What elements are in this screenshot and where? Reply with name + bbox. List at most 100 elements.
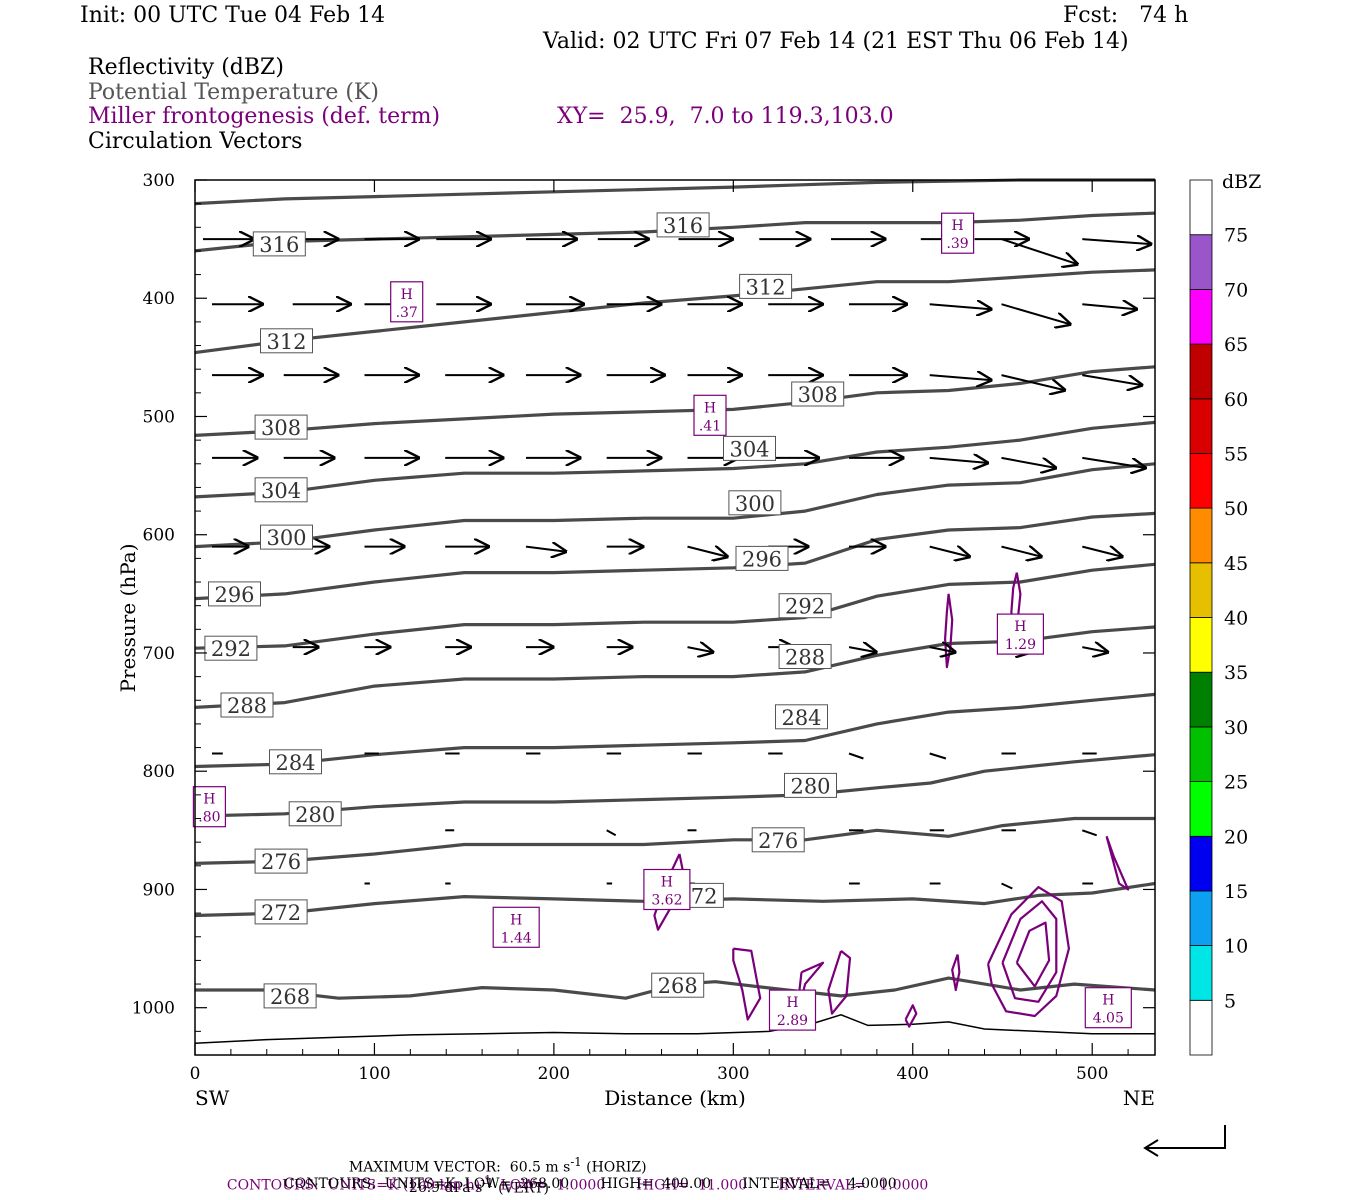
circulation-vector: [1001, 882, 1013, 890]
frontogenesis-contour: [1015, 921, 1051, 988]
theta-label-box: [778, 644, 832, 669]
theta-label-text: 268: [270, 985, 310, 1009]
frontogenesis-max-label: H: [401, 287, 413, 303]
colorbar-segment: [1189, 452, 1213, 509]
theta-label-text: 312: [266, 330, 306, 354]
frontogenesis-max-box: [1084, 987, 1132, 1029]
max-vector-label: MAXIMUM VECTOR: 60.5 m s-1 (HORIZ) 26.9 …: [348, 1155, 647, 1197]
frontogenesis-max-value: 3.62: [651, 893, 682, 909]
x-tick-label: 400: [897, 1064, 929, 1084]
scale-arrow: [1143, 1125, 1226, 1157]
colorbar-segment: [1189, 671, 1213, 728]
colorbar-tick-label: 45: [1224, 553, 1248, 575]
colorbar-tick-label: 75: [1224, 225, 1248, 247]
frontogenesis-max: H 2.89: [768, 989, 817, 1031]
circulation-vector: [1001, 456, 1056, 468]
colorbar-tick-label: 60: [1224, 389, 1248, 411]
colorbar-tick-label: 40: [1224, 608, 1248, 630]
frontogenesis-contour: [904, 1004, 918, 1028]
theta-label-text: 284: [275, 751, 315, 775]
theta-contour-296: [194, 511, 1156, 601]
dbz-colorbar: 5 10 15 20 25 30 35 40 45 50 55 60 65 70 75 dBZ: [1189, 171, 1261, 1056]
circulation-vector: [1001, 238, 1078, 264]
frontogenesis-max: H 4.05: [1084, 987, 1132, 1029]
frontogenesis-max-label: H: [951, 218, 963, 234]
circulation-vectors: [203, 238, 1151, 890]
theta-label-box: [269, 749, 322, 775]
colorbar-tick-label: 5: [1224, 990, 1236, 1012]
frontogenesis-max-label: H: [510, 912, 522, 928]
theta-label-308: 308: [254, 414, 308, 440]
theta-label-text: 272: [261, 901, 301, 925]
circulation-vector: [929, 547, 970, 557]
frontogenesis-contour: [951, 954, 961, 992]
theta-contour-labels: 3163163123123083083043043003002962962922…: [204, 212, 845, 1009]
frontogenesis-max-label: H: [786, 995, 798, 1011]
colorbar-tick-label: 35: [1224, 662, 1248, 684]
theta-label-276: 276: [751, 827, 805, 853]
circulation-vector: [929, 458, 988, 463]
y-axis-label: Pressure (hPa): [116, 544, 140, 693]
colorbar-tick-label: 65: [1224, 334, 1248, 356]
theta-label-text: 288: [227, 694, 267, 718]
theta-label-box: [728, 490, 782, 516]
theta-label-292: 292: [204, 635, 258, 661]
x-tick-label: 100: [358, 1064, 390, 1084]
terrain-profile: [194, 1014, 1155, 1044]
circulation-vector: [1081, 829, 1098, 837]
theta-label-276: 276: [254, 848, 308, 874]
theta-contour-312: [194, 268, 1156, 355]
theta-label-box: [204, 635, 258, 661]
frontogenesis-max: H 3.62: [643, 868, 691, 911]
frontogenesis-max-label: H: [1014, 619, 1026, 635]
colorbar-tick-label: 55: [1224, 443, 1248, 465]
frontogenesis-max: H .37: [390, 281, 424, 323]
colorbar-segment: [1189, 890, 1213, 947]
circulation-vector: [1001, 547, 1042, 557]
frontogenesis-max-label: H: [203, 792, 215, 808]
theta-contour-292: [194, 562, 1156, 650]
theta-label-284: 284: [775, 704, 828, 730]
theta-label-box: [288, 801, 342, 827]
frontogenesis-max-value: .41: [699, 418, 721, 434]
theta-contour-304: [194, 420, 1156, 499]
colorbar-tick-label: 30: [1224, 717, 1248, 739]
terrain-line: [194, 1014, 1155, 1044]
frontogenesis-max-box: [390, 281, 424, 323]
theta-label-text: 312: [746, 275, 786, 299]
theta-label-text: 300: [266, 526, 306, 550]
frontogenesis-max-value: 1.29: [1005, 637, 1036, 653]
frontogenesis-contour-legend: CONTOURS: UNITS=K (100 km h)-1 LOW= 1.00…: [226, 1173, 929, 1194]
theta-label-box: [784, 772, 837, 798]
colorbar-segment: [1189, 288, 1213, 345]
frontogenesis-max-value: 1.44: [501, 930, 532, 946]
circulation-vector: [1001, 374, 1065, 390]
frontogenesis-max-box: [996, 613, 1045, 655]
frontogenesis-max-label: H: [1102, 993, 1114, 1009]
theta-label-text: 292: [785, 595, 825, 619]
colorbar-segment: [1189, 562, 1213, 618]
theta-label-box: [656, 212, 710, 238]
colorbar-segment: [1189, 507, 1213, 564]
frontogenesis-maxima: H .39 H .37 H .41 H .80 H 1.29 H 3.62 H 1.44 H 2.89 H 4.0…: [192, 212, 1132, 1031]
y-tick-label: 800: [143, 762, 175, 782]
colorbar-tick-label: 25: [1224, 772, 1248, 794]
theta-label-268: 268: [651, 972, 705, 998]
theta-label-text: 308: [261, 416, 301, 440]
valid-time-label: Valid: 02 UTC Fri 07 Feb 14 (21 EST Thu …: [543, 29, 1129, 54]
theta-label-box: [751, 827, 805, 853]
theta-label-text: 316: [259, 233, 299, 257]
circulation-vector: [929, 752, 947, 760]
frontogenesis-max: H .39: [940, 212, 975, 254]
frontogenesis-max-label: H: [661, 875, 673, 891]
theta-contour-320: [194, 178, 1155, 206]
x-tick-label: 0: [190, 1064, 201, 1084]
theta-label-text: 288: [785, 646, 825, 670]
theta-contour-300: [194, 462, 1156, 549]
colorbar-segment: [1189, 234, 1213, 290]
frontogenesis-max-value: 4.05: [1093, 1011, 1124, 1027]
theta-label-box: [739, 273, 793, 299]
theta-label-316: 316: [656, 212, 710, 238]
theta-label-box: [723, 435, 776, 461]
